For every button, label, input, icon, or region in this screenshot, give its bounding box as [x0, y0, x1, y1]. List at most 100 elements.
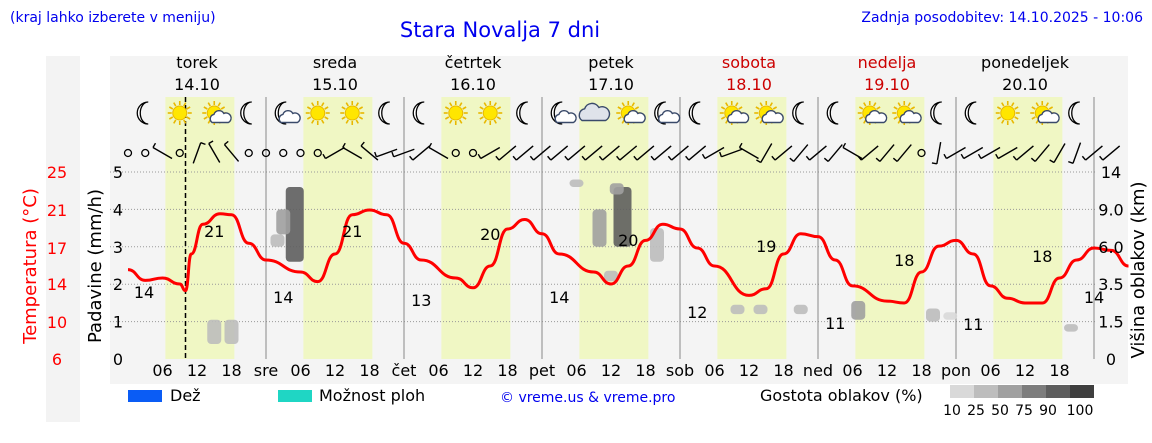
cloud-shape: [865, 109, 888, 124]
wind-shaft: [860, 145, 879, 161]
sun-ray: [462, 106, 467, 110]
sun-ray: [311, 102, 315, 107]
temperature-label: 14: [273, 288, 293, 307]
density-level-label: 10: [943, 403, 961, 419]
copyright[interactable]: © vreme.us & vreme.pro: [500, 390, 675, 406]
wind-barb: [391, 148, 415, 158]
legend-showers-label: Možnost ploh: [319, 386, 425, 405]
wind-shaft: [688, 145, 707, 161]
wind-barb: [495, 145, 517, 161]
sun-ray: [186, 116, 191, 120]
moon-icon: [136, 101, 149, 125]
sun-ray: [321, 119, 325, 124]
wind-feather: [547, 155, 552, 161]
temperature-tick: 21: [47, 201, 67, 220]
wind-feather: [633, 155, 638, 161]
sun-icon: [305, 101, 330, 125]
wind-shaft: [793, 144, 809, 162]
sun-ray: [173, 102, 177, 107]
wind-barb: [342, 142, 363, 160]
cloud-blob: [650, 228, 664, 262]
wind-calm-marker: [917, 148, 926, 158]
wind-feather: [616, 155, 621, 161]
wind-barb: [409, 145, 431, 161]
wind-feather: [1081, 155, 1087, 161]
wind-feather: [931, 162, 937, 165]
wind-barb: [943, 146, 966, 160]
wind-barb: [1049, 143, 1066, 164]
wind-feather: [152, 142, 157, 148]
cloud-blob: [276, 209, 291, 235]
hour-tick: 06: [980, 361, 1000, 380]
sun-ray: [444, 116, 450, 120]
sun-ray: [873, 102, 877, 107]
temperature-label: 21: [204, 222, 224, 241]
cloud-blob: [285, 186, 304, 262]
sun-ray: [493, 119, 497, 124]
precipitation-tick: 3: [113, 238, 123, 257]
wind-barb: [960, 146, 984, 160]
temperature-line: [127, 208, 1129, 305]
wind-feather: [1030, 157, 1036, 162]
sun-ray: [168, 106, 174, 110]
sun-ray: [168, 116, 174, 120]
sun-ray: [355, 102, 359, 107]
moon-cloud-icon: [550, 101, 577, 125]
wind-feather: [977, 153, 982, 159]
wind-shaft: [393, 148, 415, 158]
wind-feather: [1068, 160, 1074, 164]
sun-ray: [631, 102, 635, 107]
wind-shaft: [1072, 142, 1082, 164]
weather-icons: [136, 101, 1080, 125]
temperature-label: 14: [549, 288, 569, 307]
precipitation-axis-title: Padavine (mm/h): [85, 189, 106, 343]
sun-ray: [345, 119, 349, 124]
hour-tick: 06: [290, 361, 310, 380]
wind-feather: [208, 140, 214, 145]
wind-feather: [360, 141, 365, 147]
wind-barb: [1012, 145, 1034, 161]
wind-feather: [823, 157, 829, 162]
wind-shaft: [704, 146, 725, 160]
cloud-blob: [613, 186, 632, 247]
wind-shaft: [152, 146, 173, 160]
wind-barb: [564, 145, 586, 161]
sun-cloud-icon: [754, 101, 784, 125]
wind-feather: [875, 157, 881, 162]
density-swatch: [974, 385, 998, 398]
temperature-label: 20: [480, 225, 500, 244]
wind-barb: [995, 146, 1018, 160]
sun-ray: [634, 106, 640, 110]
sun-ray: [203, 106, 208, 110]
wind-barb: [152, 142, 173, 160]
sun-ray: [735, 102, 739, 107]
cloud-shape: [727, 109, 750, 124]
cloud-density-scale: 10 25 50 75 90 100: [943, 385, 1094, 419]
cloud-height-tick: 9.0: [1098, 200, 1123, 219]
moon-shape: [550, 101, 563, 125]
wind-shaft: [636, 145, 655, 161]
sun-ray: [324, 116, 329, 120]
sun-ray: [897, 102, 901, 107]
moon-cloud-icon: [654, 101, 681, 125]
temperature-label: 14: [134, 283, 154, 302]
moon-icon: [412, 101, 425, 125]
sun-ray: [858, 116, 864, 120]
city-select-note[interactable]: (kraj lahko izberete v meniju): [10, 10, 216, 26]
wind-feather: [223, 140, 229, 146]
wind-shaft: [515, 145, 534, 161]
wind-feather: [477, 153, 482, 159]
wind-shaft: [223, 144, 240, 162]
cloud-blob: [926, 308, 940, 322]
wind-shaft: [997, 146, 1018, 160]
wind-barb: [789, 144, 809, 162]
sun-ray: [910, 106, 916, 110]
wind-feather: [805, 155, 811, 161]
density-swatch: [1070, 385, 1094, 398]
sun-ray: [1011, 119, 1015, 124]
wind-barb: [581, 145, 603, 161]
wind-shaft: [1102, 145, 1121, 161]
cloud-icon: [578, 102, 611, 122]
